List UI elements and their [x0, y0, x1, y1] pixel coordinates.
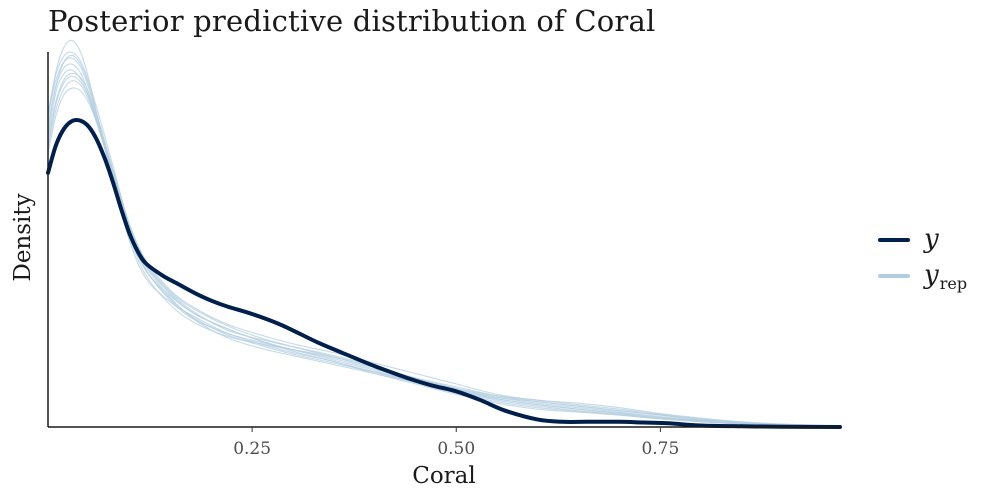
yrep-line-10: [47, 80, 841, 427]
yrep-line-9: [47, 57, 841, 427]
legend-item-yrep: yrep: [878, 258, 967, 294]
yrep-line-8: [47, 72, 841, 428]
yrep-line-3: [47, 75, 841, 427]
legend-item-y: y: [878, 222, 967, 258]
x-tick-label: 0.75: [641, 439, 679, 459]
legend-swatch-y: [878, 238, 910, 242]
series-layer: [46, 39, 842, 429]
legend-swatch-yrep: [878, 274, 910, 278]
x-tick-label: 0.50: [437, 439, 475, 459]
yrep-line-4: [47, 51, 841, 427]
chart-title: Posterior predictive distribution of Cor…: [48, 4, 656, 38]
yrep-line-5: [47, 87, 841, 427]
legend-label-y: y: [924, 223, 939, 254]
yrep-line-7: [47, 63, 841, 427]
yrep-line-2: [47, 39, 841, 427]
x-axis-label: Coral: [412, 463, 476, 489]
legend-label-yrep: yrep: [924, 259, 968, 293]
y-axis-label: Density: [10, 193, 36, 281]
legend: y yrep: [878, 222, 967, 294]
x-tick-label: 0.25: [233, 439, 271, 459]
yrep-line-1: [47, 54, 841, 427]
yrep-line-6: [47, 69, 841, 427]
axis-layer: 0.25 0.50 0.75 Coral Density: [10, 52, 840, 489]
y-line: [46, 117, 842, 429]
